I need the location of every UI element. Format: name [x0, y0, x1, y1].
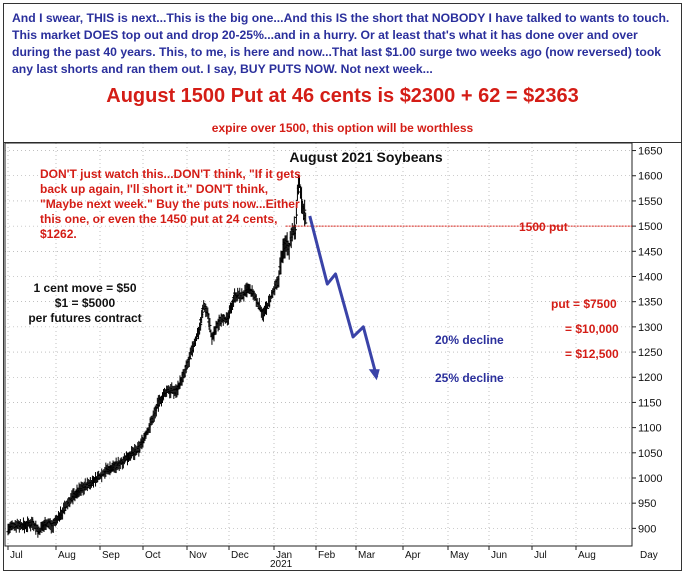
- y-tick-label: 1200: [638, 372, 662, 384]
- price-bar: [221, 314, 225, 326]
- projected-decline-line: [308, 215, 379, 378]
- price-bar: [39, 521, 43, 533]
- plot-border: [4, 142, 633, 547]
- commentary-header: And I swear, THIS is next...This is the …: [4, 4, 681, 143]
- y-tick-label: 1000: [638, 473, 662, 485]
- y-tick-label: 1500: [638, 221, 662, 233]
- price-bars: [6, 175, 308, 538]
- price-bar: [188, 347, 192, 360]
- y-tick-label: 1050: [638, 448, 662, 460]
- y-tick-label: 1350: [638, 297, 662, 309]
- x-tick-label: Dec: [231, 550, 249, 561]
- price-bar: [293, 224, 297, 240]
- decline-arrowhead: [368, 369, 380, 381]
- price-bar: [299, 187, 304, 214]
- price-bar: [191, 342, 195, 353]
- price-bar: [208, 318, 212, 333]
- price-bar: [66, 498, 70, 510]
- y-tick-label: 1650: [638, 146, 662, 158]
- y-tick-label: 1550: [638, 196, 662, 208]
- price-bar: [202, 300, 206, 310]
- gridlines: [5, 143, 632, 546]
- contract-size-note: 1 cent move = $50 $1 = $5000 per futures…: [14, 281, 156, 326]
- price-bar: [294, 203, 298, 225]
- y-tick-label: 1450: [638, 246, 662, 258]
- price-bar: [303, 199, 307, 227]
- x-tick-label: Aug: [578, 550, 596, 561]
- x-tick-label: Jun: [491, 550, 507, 561]
- x-tick-label: Jan: [276, 550, 292, 561]
- contract-line-3: per futures contract: [28, 311, 142, 325]
- y-tick-label: 1250: [638, 347, 662, 359]
- y-tick-label: 1400: [638, 271, 662, 283]
- axes: 900 950 1000 1050 1100 1150 1200 1250 1300 1350 14…: [4, 142, 662, 561]
- value-10k-label: = $10,000: [565, 322, 619, 336]
- y-tick-label: 1100: [638, 423, 662, 435]
- price-bar: [304, 212, 308, 225]
- x-tick-label: Jul: [10, 550, 23, 561]
- put-value-label: put = $7500: [551, 297, 617, 311]
- price-bar: [145, 427, 149, 436]
- trade-headline: August 1500 Put at 46 cents is $2300 + 6…: [106, 85, 579, 107]
- price-bar: [297, 177, 302, 188]
- price-bar: [201, 304, 205, 319]
- x-tick-label: May: [450, 550, 469, 561]
- x-tick-label: Jul: [534, 550, 547, 561]
- y-tick-label: 1300: [638, 322, 662, 334]
- decline-20-label: 20% decline: [435, 333, 504, 347]
- x-tick-label: Nov: [189, 550, 207, 561]
- expiry-note: expire over 1500, this option will be wo…: [211, 121, 474, 135]
- x-tick-label: Oct: [145, 550, 161, 561]
- y-tick-label: 1150: [638, 397, 662, 409]
- contract-line-2: $1 = $5000: [54, 296, 116, 310]
- projection: [285, 215, 632, 381]
- chart-title: August 2021 Soybeans: [289, 149, 442, 165]
- y-tick-label: 1600: [638, 171, 662, 183]
- x-axis-label: Day: [640, 550, 658, 561]
- x-tick-label: Sep: [102, 550, 120, 561]
- put-line-label: 1500 put: [519, 220, 568, 234]
- year-label: 2021: [270, 559, 293, 570]
- price-bar: [296, 175, 301, 195]
- price-bar: [68, 497, 72, 508]
- price-bar: [207, 313, 211, 328]
- price-bar: [160, 392, 165, 404]
- x-tick-label: Mar: [358, 550, 376, 561]
- contract-line-1: 1 cent move = $50: [33, 281, 137, 295]
- x-tick-label: Feb: [318, 550, 336, 561]
- y-tick-label: 950: [638, 498, 656, 510]
- x-tick-label: Apr: [405, 550, 421, 561]
- price-bar: [185, 359, 189, 370]
- price-bar: [156, 395, 160, 412]
- y-tick-label: 900: [638, 523, 656, 535]
- price-bar: [34, 520, 38, 535]
- value-12-5k-label: = $12,500: [565, 347, 619, 361]
- warning-note: DON'T just watch this...DON'T think, "If…: [40, 167, 301, 241]
- price-bar: [298, 185, 303, 199]
- decline-25-label: 25% decline: [435, 371, 504, 385]
- chart-frame: [3, 3, 682, 571]
- x-tick-label: Aug: [58, 550, 76, 561]
- commentary-paragraph: And I swear, THIS is next...This is the …: [12, 11, 670, 76]
